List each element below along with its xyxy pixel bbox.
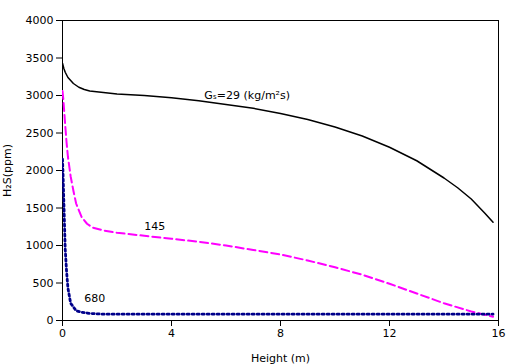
svg-text:3000: 3000 (26, 89, 54, 102)
svg-text:500: 500 (33, 277, 54, 290)
svg-text:1500: 1500 (26, 202, 54, 215)
svg-text:Gₛ=29 (kg/m²s): Gₛ=29 (kg/m²s) (204, 89, 290, 102)
svg-text:4000: 4000 (26, 14, 54, 27)
svg-text:0: 0 (47, 314, 54, 327)
svg-text:1000: 1000 (26, 239, 54, 252)
svg-text:0: 0 (59, 327, 66, 340)
svg-text:4: 4 (168, 327, 175, 340)
svg-text:2500: 2500 (26, 127, 54, 140)
svg-text:H₂S(ppm): H₂S(ppm) (1, 144, 14, 197)
svg-text:3500: 3500 (26, 52, 54, 65)
svg-text:12: 12 (383, 327, 397, 340)
svg-text:145: 145 (144, 220, 165, 233)
svg-text:680: 680 (84, 292, 105, 305)
svg-text:2000: 2000 (26, 164, 54, 177)
svg-text:8: 8 (277, 327, 284, 340)
svg-text:Height (m): Height (m) (251, 352, 310, 364)
svg-text:16: 16 (492, 327, 506, 340)
